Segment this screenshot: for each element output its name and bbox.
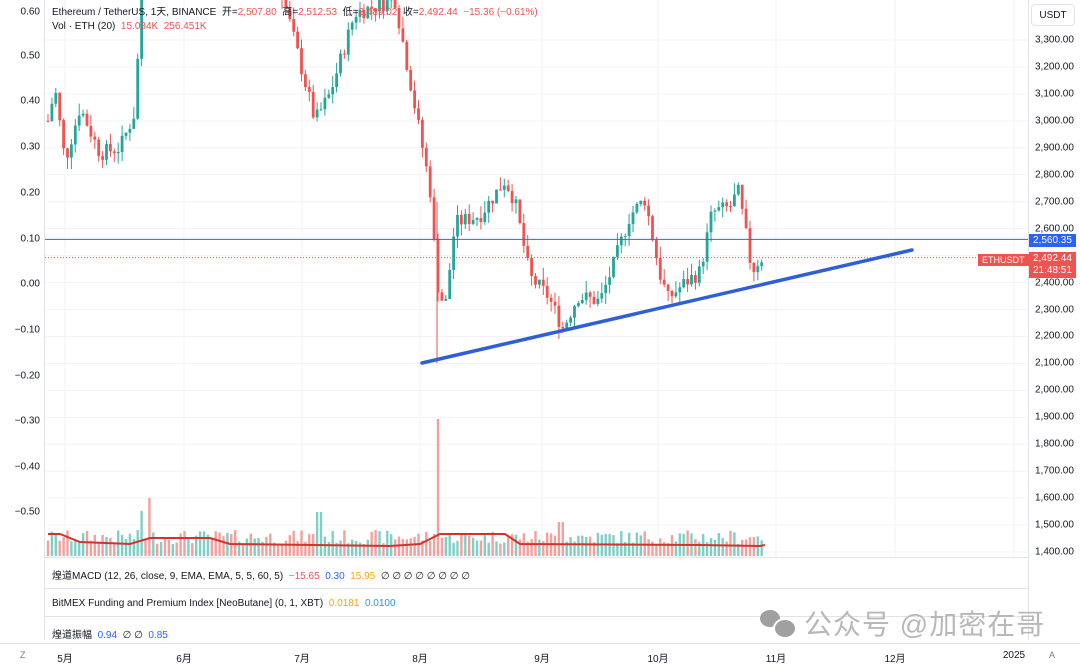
zoom-toggle[interactable]: Z — [20, 650, 26, 660]
time-axis[interactable]: Z A 5月 6月 7月 8月 9月 10月 11月 12月 2025 — [0, 643, 1080, 668]
left-axis-tick: 0.00 — [21, 279, 40, 290]
symbol-price-label: ETHUSDT — [978, 254, 1029, 266]
price-axis-tick: 2,400.00 — [1035, 277, 1074, 288]
bitmex-legend: BitMEX Funding and Premium Index [NeoBut… — [52, 598, 396, 609]
price-axis-tick: 3,200.00 — [1035, 61, 1074, 72]
price-axis-tick: 2,900.00 — [1035, 142, 1074, 153]
symbol-title[interactable]: Ethereum / TetherUS, 1天, BINANCE — [52, 7, 216, 18]
amplitude-title[interactable]: 煌道振幅 — [52, 630, 92, 641]
change-value: −15.36 (−0.61%) — [463, 7, 538, 18]
left-axis-tick: −0.30 — [15, 416, 40, 427]
left-axis[interactable]: 0.60 0.50 0.40 0.30 0.20 0.10 0.00 −0.10 −0.20 −0… — [0, 0, 45, 640]
price-chart[interactable] — [45, 0, 1028, 643]
left-axis-tick: 0.20 — [21, 188, 40, 199]
macd-title[interactable]: 煌道MACD (12, 26, close, 9, EMA, EMA, 5, 5… — [52, 571, 283, 582]
time-axis-label: 9月 — [534, 650, 550, 665]
time-axis-label: 2025 — [1003, 650, 1025, 661]
left-axis-tick: −0.50 — [15, 507, 40, 518]
time-axis-label: 10月 — [647, 650, 668, 665]
price-axis-tick: 3,300.00 — [1035, 35, 1074, 46]
price-axis-tick: 1,800.00 — [1035, 439, 1074, 450]
price-axis-tick: 2,600.00 — [1035, 223, 1074, 234]
left-axis-tick: 0.60 — [21, 7, 40, 18]
left-axis-tick: 0.30 — [21, 142, 40, 153]
symbol-legend-row: Ethereum / TetherUS, 1天, BINANCE 开=2,507… — [52, 6, 538, 20]
price-axis-tick: 1,400.00 — [1035, 547, 1074, 558]
last-price: 2,492.44 — [1033, 253, 1072, 265]
bar-countdown: 21:48:51 — [1033, 265, 1072, 277]
macd-legend: 煌道MACD (12, 26, close, 9, EMA, EMA, 5, 5… — [52, 567, 470, 582]
price-axis-tick: 3,000.00 — [1035, 115, 1074, 126]
price-axis-tick: 2,200.00 — [1035, 331, 1074, 342]
price-axis-tick: 2,100.00 — [1035, 358, 1074, 369]
bitmex-title[interactable]: BitMEX Funding and Premium Index [NeoBut… — [52, 598, 323, 609]
price-axis-tick: 2,800.00 — [1035, 169, 1074, 180]
price-axis-tick: 2,300.00 — [1035, 304, 1074, 315]
time-axis-label: 8月 — [412, 650, 428, 665]
price-axis-tick: 3,100.00 — [1035, 88, 1074, 99]
time-axis-label: 6月 — [176, 650, 192, 665]
left-axis-tick: 0.50 — [21, 51, 40, 62]
left-axis-tick: −0.10 — [15, 325, 40, 336]
auto-scale-toggle[interactable]: A — [1049, 650, 1055, 660]
time-axis-label: 5月 — [57, 650, 73, 665]
volume-legend-row: Vol · ETH (20) 15.034K 256.451K — [52, 20, 538, 34]
hline-price-badge: 2,560.35 — [1029, 234, 1076, 247]
left-axis-tick: −0.40 — [15, 462, 40, 473]
price-axis-tick: 2,700.00 — [1035, 196, 1074, 207]
watermark: 公众号 @加密在哥 — [760, 603, 1045, 643]
price-axis-tick: 2,000.00 — [1035, 385, 1074, 396]
left-axis-tick: 0.10 — [21, 234, 40, 245]
price-axis-tick: 1,700.00 — [1035, 466, 1074, 477]
currency-button[interactable]: USDT — [1031, 4, 1075, 26]
price-axis-tick: 1,500.00 — [1035, 520, 1074, 531]
left-axis-tick: 0.40 — [21, 96, 40, 107]
time-axis-label: 12月 — [884, 650, 905, 665]
price-axis-tick: 1,900.00 — [1035, 412, 1074, 423]
price-axis-tick: 1,600.00 — [1035, 493, 1074, 504]
wechat-icon — [760, 608, 796, 638]
chart-legend: Ethereum / TetherUS, 1天, BINANCE 开=2,507… — [52, 6, 538, 34]
time-axis-label: 11月 — [766, 650, 786, 665]
time-axis-label: 7月 — [294, 650, 310, 665]
left-axis-tick: −0.20 — [15, 371, 40, 382]
price-axis[interactable]: 3,300.00 3,200.00 3,100.00 3,000.00 2,900.00… — [1028, 0, 1080, 640]
amplitude-legend: 煌道振幅 0.94 ∅ ∅ 0.85 — [52, 626, 168, 641]
volume-title[interactable]: Vol · ETH (20) — [52, 21, 115, 32]
macd-pane[interactable]: 煌道MACD (12, 26, close, 9, EMA, EMA, 5, 5… — [45, 557, 1028, 588]
last-price-badge: 2,492.44 21:48:51 — [1029, 252, 1076, 278]
